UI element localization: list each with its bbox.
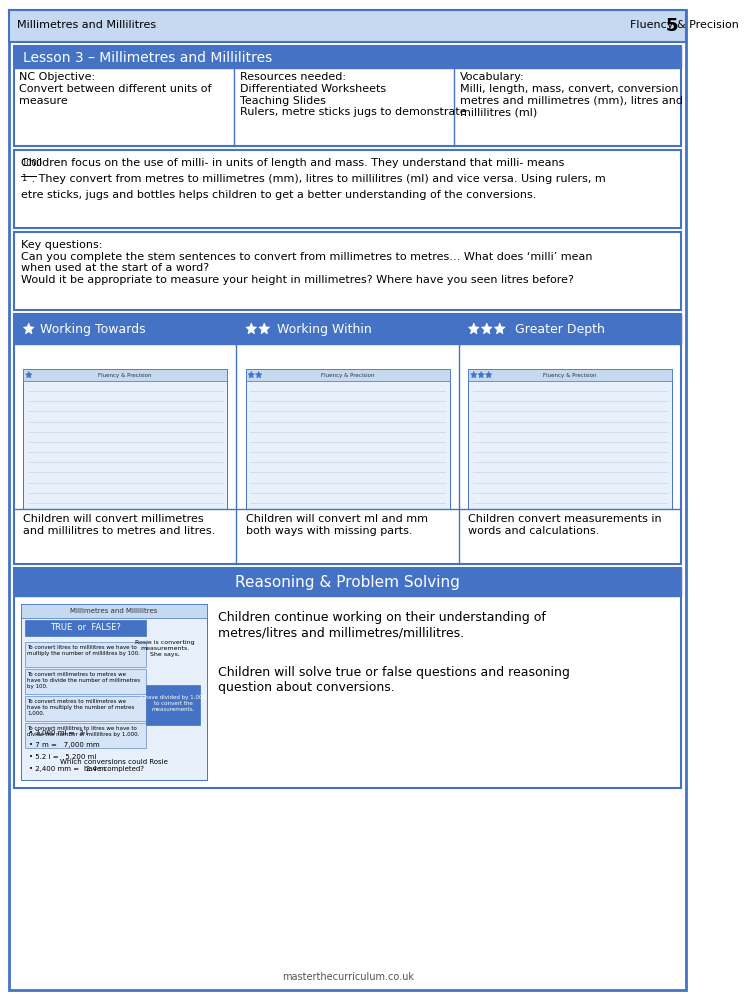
FancyBboxPatch shape [25, 669, 146, 694]
Text: • 2,400 mm =   2.4 m: • 2,400 mm = 2.4 m [28, 766, 106, 772]
Text: • 5.2 l =   5,200 ml: • 5.2 l = 5,200 ml [28, 754, 96, 760]
Text: Children will convert millimetres
and millilitres to metres and litres.: Children will convert millimetres and mi… [23, 514, 215, 536]
Text: • 7 m =   7,000 mm: • 7 m = 7,000 mm [28, 742, 99, 748]
Text: etre sticks, jugs and bottles helps children to get a better understanding of th: etre sticks, jugs and bottles helps chil… [21, 190, 537, 200]
FancyBboxPatch shape [21, 604, 207, 618]
Polygon shape [471, 371, 477, 378]
Text: Fluency & Precision: Fluency & Precision [321, 372, 374, 377]
Text: Convert between different units of
measure: Convert between different units of measu… [20, 84, 212, 106]
Text: Which conversions could Rosie
have completed?: Which conversions could Rosie have compl… [60, 759, 168, 772]
FancyBboxPatch shape [14, 46, 682, 146]
Polygon shape [246, 323, 256, 334]
Text: • 3,000 ml =  3 l: • 3,000 ml = 3 l [28, 730, 88, 736]
Text: Fluency & Precision: Fluency & Precision [631, 20, 740, 30]
FancyBboxPatch shape [236, 314, 459, 344]
Text: To convert metres to millimetres we
have to multiply the number of metres
1,000.: To convert metres to millimetres we have… [27, 699, 134, 716]
FancyBboxPatch shape [14, 314, 236, 344]
Text: Reasoning & Problem Solving: Reasoning & Problem Solving [236, 574, 460, 589]
FancyBboxPatch shape [459, 314, 682, 344]
Text: Working Within: Working Within [278, 322, 372, 336]
Text: To convert millimetres to metres we
have to divide the number of millimetres
by : To convert millimetres to metres we have… [27, 672, 140, 689]
Text: Greater Depth: Greater Depth [514, 322, 604, 336]
Polygon shape [469, 323, 479, 334]
Text: I have divided by 1,000
to convert the
measurements.: I have divided by 1,000 to convert the m… [141, 695, 206, 712]
Text: Vocabulary:: Vocabulary: [460, 72, 525, 82]
Text: NC Objective:: NC Objective: [20, 72, 95, 82]
Text: Children continue working on their understanding of
metres/litres and millimetre: Children continue working on their under… [218, 611, 546, 639]
FancyBboxPatch shape [25, 723, 146, 748]
FancyBboxPatch shape [25, 696, 146, 721]
FancyBboxPatch shape [146, 685, 200, 725]
Text: Fluency & Precision: Fluency & Precision [544, 372, 597, 377]
Polygon shape [482, 323, 492, 334]
FancyBboxPatch shape [14, 568, 682, 596]
Text: masterthecurriculum.co.uk: masterthecurriculum.co.uk [282, 972, 414, 982]
FancyBboxPatch shape [21, 604, 207, 780]
FancyBboxPatch shape [23, 369, 227, 509]
Text: Lesson 3 – Millimetres and Millilitres: Lesson 3 – Millimetres and Millilitres [23, 51, 272, 65]
Text: Children will convert ml and mm
both ways with missing parts.: Children will convert ml and mm both way… [246, 514, 427, 536]
Text: Key questions:
Can you complete the stem sentences to convert from millimetres t: Key questions: Can you complete the stem… [21, 240, 592, 285]
Text: Millimetres and Millilitres: Millimetres and Millilitres [70, 608, 158, 614]
FancyBboxPatch shape [468, 369, 672, 509]
Polygon shape [26, 371, 32, 378]
Text: To convert millilitres to litres we have to
divide the number of millilitres by : To convert millilitres to litres we have… [27, 726, 140, 737]
FancyBboxPatch shape [23, 369, 227, 381]
FancyBboxPatch shape [14, 150, 682, 228]
Text: Milli, length, mass, convert, conversion
metres and millimetres (mm), litres and: Milli, length, mass, convert, conversion… [460, 84, 683, 117]
FancyBboxPatch shape [25, 620, 146, 636]
Text: 1: 1 [21, 174, 26, 183]
Polygon shape [248, 371, 254, 378]
FancyBboxPatch shape [14, 46, 682, 68]
Text: Working Towards: Working Towards [40, 322, 146, 336]
Polygon shape [485, 371, 492, 378]
Polygon shape [478, 371, 484, 378]
Text: To convert litres to millilitres we have to
multiply the number of millilitres b: To convert litres to millilitres we have… [27, 645, 140, 656]
Polygon shape [494, 323, 505, 334]
FancyBboxPatch shape [9, 10, 686, 42]
Text: Children focus on the use of milli- in units of length and mass. They understand: Children focus on the use of milli- in u… [21, 158, 565, 168]
Text: Fluency & Precision: Fluency & Precision [98, 372, 152, 377]
Text: Children convert measurements in
words and calculations.: Children convert measurements in words a… [468, 514, 662, 536]
Text: Millimetres and Millilitres: Millimetres and Millilitres [16, 20, 156, 30]
FancyBboxPatch shape [25, 642, 146, 667]
Polygon shape [23, 323, 34, 334]
FancyBboxPatch shape [14, 568, 682, 788]
Text: . They convert from metres to millimetres (mm), litres to millilitres (ml) and v: . They convert from metres to millimetre… [21, 174, 606, 184]
Text: Resources needed:: Resources needed: [240, 72, 346, 82]
Text: 1000: 1000 [21, 159, 42, 168]
FancyBboxPatch shape [14, 314, 682, 564]
FancyBboxPatch shape [468, 369, 672, 381]
FancyBboxPatch shape [9, 10, 686, 990]
Text: Children will solve true or false questions and reasoning
question about convers: Children will solve true or false questi… [218, 666, 570, 694]
FancyBboxPatch shape [246, 369, 450, 381]
Polygon shape [256, 371, 262, 378]
Text: Differentiated Worksheets
Teaching Slides
Rulers, metre sticks jugs to demonstra: Differentiated Worksheets Teaching Slide… [240, 84, 466, 117]
FancyBboxPatch shape [14, 232, 682, 310]
Text: TRUE  or  FALSE?: TRUE or FALSE? [50, 624, 121, 633]
Polygon shape [259, 323, 269, 334]
Text: 5: 5 [666, 17, 679, 35]
FancyBboxPatch shape [246, 369, 450, 509]
Text: Rosie is converting
measurements.
She says,: Rosie is converting measurements. She sa… [135, 640, 195, 657]
